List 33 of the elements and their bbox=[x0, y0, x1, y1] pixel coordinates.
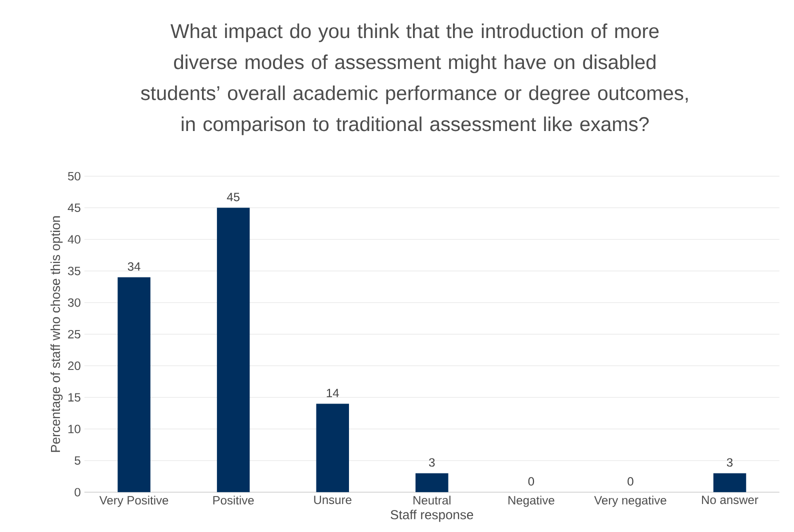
data-label: 34 bbox=[128, 262, 140, 271]
y-tick-label: 40 bbox=[68, 235, 80, 244]
y-tick-label: 15 bbox=[68, 393, 80, 402]
y-tick-label: 20 bbox=[68, 362, 80, 370]
x-tick-label: Positive bbox=[213, 496, 254, 505]
bar bbox=[216, 208, 250, 492]
chart-title: What impact do you think that the introduction of more diverse modes of assessment might have on disabled students’ overall academic performance or degree outcomes, in comparison to traditional assessment like exams? bbox=[140, 24, 688, 136]
data-label: 0 bbox=[528, 477, 534, 486]
y-tick-label: 0 bbox=[74, 488, 80, 496]
x-tick-label: Very Positive bbox=[99, 496, 168, 507]
x-axis-title: Staff response bbox=[390, 510, 474, 522]
data-label: 0 bbox=[628, 477, 634, 486]
y-tick-label: 30 bbox=[68, 298, 80, 307]
bar bbox=[316, 404, 349, 492]
y-tick-label: 35 bbox=[68, 266, 80, 276]
x-tick-label: Negative bbox=[508, 496, 554, 507]
y-tick-label: 45 bbox=[68, 204, 80, 212]
x-tick-label: Very negative bbox=[594, 496, 666, 507]
bar bbox=[118, 277, 150, 492]
data-label: 45 bbox=[226, 192, 240, 202]
x-tick-label: Unsure bbox=[314, 496, 352, 504]
data-label: 14 bbox=[326, 388, 339, 398]
data-label: 3 bbox=[429, 458, 435, 467]
y-tick-label: 50 bbox=[68, 172, 80, 180]
bar bbox=[713, 473, 746, 492]
x-tick-label: Neutral bbox=[414, 496, 450, 505]
data-label: 3 bbox=[726, 458, 733, 467]
y-tick-label: 10 bbox=[68, 424, 80, 434]
y-tick-label: 5 bbox=[74, 456, 80, 465]
x-tick-label: No answer bbox=[702, 496, 758, 504]
bar bbox=[416, 473, 448, 492]
y-tick-label: 25 bbox=[68, 330, 80, 338]
y-axis-title: Percentage of staff who chose this option bbox=[50, 216, 63, 452]
